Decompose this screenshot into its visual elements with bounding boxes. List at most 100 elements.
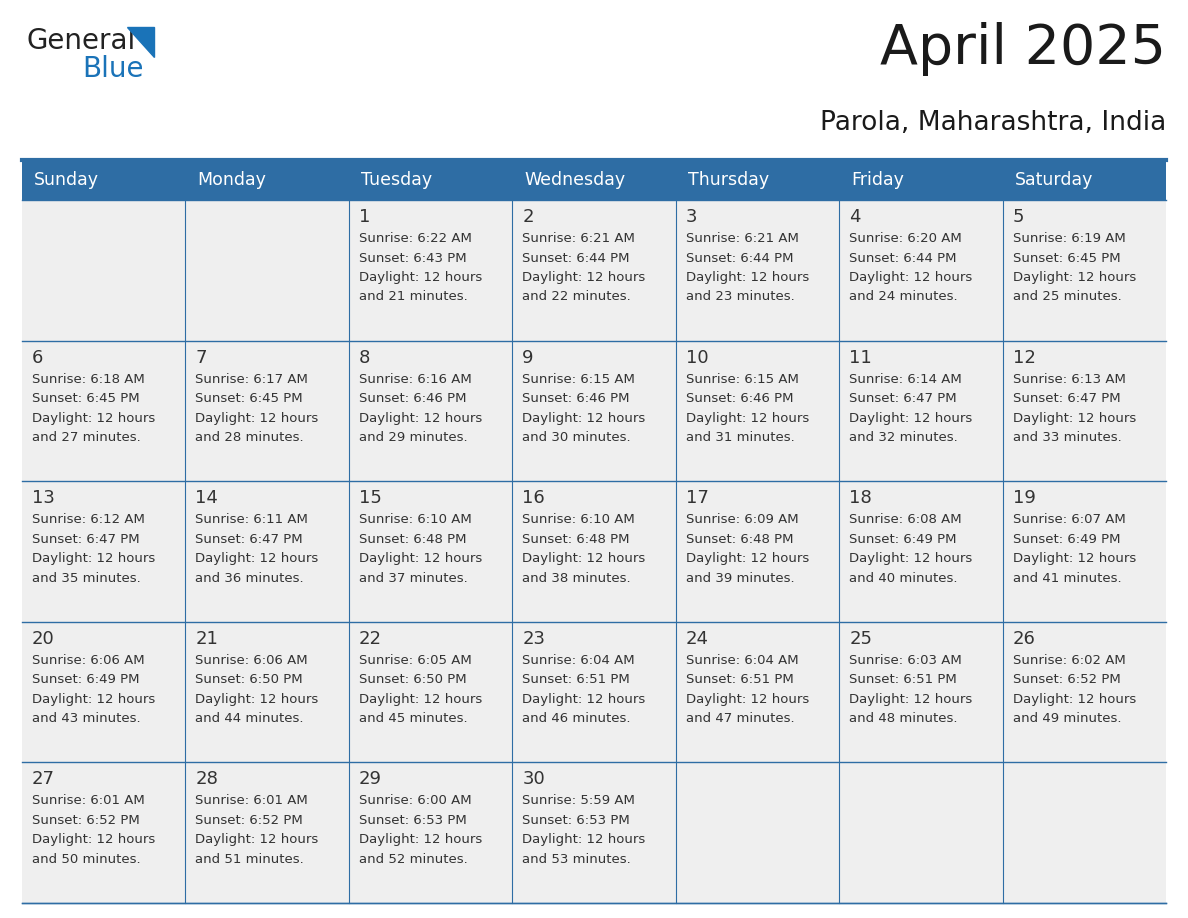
Bar bbox=[23, 341, 185, 481]
Text: Daylight: 12 hours: Daylight: 12 hours bbox=[32, 411, 156, 425]
Text: and 49 minutes.: and 49 minutes. bbox=[1012, 712, 1121, 725]
Text: Sunrise: 6:20 AM: Sunrise: 6:20 AM bbox=[849, 232, 962, 245]
Text: Parola, Maharashtra, India: Parola, Maharashtra, India bbox=[820, 110, 1165, 136]
Text: 5: 5 bbox=[1012, 208, 1024, 226]
Text: Sunset: 6:52 PM: Sunset: 6:52 PM bbox=[196, 814, 303, 827]
Text: Daylight: 12 hours: Daylight: 12 hours bbox=[196, 553, 318, 565]
Text: and 51 minutes.: and 51 minutes. bbox=[196, 853, 304, 866]
Bar bbox=[185, 200, 349, 341]
Text: and 23 minutes.: and 23 minutes. bbox=[685, 290, 795, 304]
Text: 10: 10 bbox=[685, 349, 708, 366]
Text: 17: 17 bbox=[685, 489, 708, 508]
Text: Sunrise: 6:03 AM: Sunrise: 6:03 AM bbox=[849, 654, 962, 666]
Text: Sunrise: 6:09 AM: Sunrise: 6:09 AM bbox=[685, 513, 798, 526]
Bar bbox=[349, 481, 512, 621]
Text: Blue: Blue bbox=[82, 55, 144, 83]
Text: 12: 12 bbox=[1012, 349, 1036, 366]
Bar bbox=[839, 621, 1003, 763]
Text: Daylight: 12 hours: Daylight: 12 hours bbox=[196, 834, 318, 846]
Text: Daylight: 12 hours: Daylight: 12 hours bbox=[523, 834, 645, 846]
Text: Daylight: 12 hours: Daylight: 12 hours bbox=[32, 693, 156, 706]
Text: Sunrise: 6:18 AM: Sunrise: 6:18 AM bbox=[32, 373, 145, 386]
Text: and 25 minutes.: and 25 minutes. bbox=[1012, 290, 1121, 304]
Bar bbox=[676, 481, 839, 621]
Text: Daylight: 12 hours: Daylight: 12 hours bbox=[359, 271, 482, 284]
Text: 29: 29 bbox=[359, 770, 381, 789]
Text: Sunset: 6:45 PM: Sunset: 6:45 PM bbox=[32, 392, 140, 405]
Text: and 37 minutes.: and 37 minutes. bbox=[359, 572, 468, 585]
Text: 15: 15 bbox=[359, 489, 381, 508]
Text: Sunrise: 6:08 AM: Sunrise: 6:08 AM bbox=[849, 513, 962, 526]
Bar bbox=[839, 763, 1003, 903]
Text: Daylight: 12 hours: Daylight: 12 hours bbox=[523, 271, 645, 284]
Text: Daylight: 12 hours: Daylight: 12 hours bbox=[196, 411, 318, 425]
Text: and 50 minutes.: and 50 minutes. bbox=[32, 853, 140, 866]
Text: Sunset: 6:44 PM: Sunset: 6:44 PM bbox=[523, 252, 630, 264]
Bar bbox=[676, 763, 839, 903]
Text: Daylight: 12 hours: Daylight: 12 hours bbox=[32, 553, 156, 565]
Text: Daylight: 12 hours: Daylight: 12 hours bbox=[685, 553, 809, 565]
Text: and 43 minutes.: and 43 minutes. bbox=[32, 712, 140, 725]
Text: Sunrise: 6:00 AM: Sunrise: 6:00 AM bbox=[359, 794, 472, 808]
Bar bbox=[349, 763, 512, 903]
Text: 18: 18 bbox=[849, 489, 872, 508]
Bar bbox=[185, 341, 349, 481]
Bar bbox=[676, 621, 839, 763]
Text: 6: 6 bbox=[32, 349, 44, 366]
Text: 1: 1 bbox=[359, 208, 371, 226]
Text: and 52 minutes.: and 52 minutes. bbox=[359, 853, 468, 866]
Text: and 27 minutes.: and 27 minutes. bbox=[32, 431, 140, 444]
Text: Sunset: 6:52 PM: Sunset: 6:52 PM bbox=[32, 814, 140, 827]
Text: and 33 minutes.: and 33 minutes. bbox=[1012, 431, 1121, 444]
Text: and 32 minutes.: and 32 minutes. bbox=[849, 431, 958, 444]
Text: Sunrise: 6:06 AM: Sunrise: 6:06 AM bbox=[32, 654, 145, 666]
Text: Daylight: 12 hours: Daylight: 12 hours bbox=[849, 411, 973, 425]
Text: 28: 28 bbox=[196, 770, 219, 789]
Text: Sunset: 6:47 PM: Sunset: 6:47 PM bbox=[196, 532, 303, 545]
Text: Sunrise: 6:10 AM: Sunrise: 6:10 AM bbox=[523, 513, 636, 526]
Text: Sunset: 6:48 PM: Sunset: 6:48 PM bbox=[523, 532, 630, 545]
Text: Saturday: Saturday bbox=[1015, 171, 1093, 189]
Text: 19: 19 bbox=[1012, 489, 1036, 508]
Text: and 36 minutes.: and 36 minutes. bbox=[196, 572, 304, 585]
Text: Sunrise: 6:21 AM: Sunrise: 6:21 AM bbox=[523, 232, 636, 245]
Text: April 2025: April 2025 bbox=[880, 22, 1165, 76]
Text: Daylight: 12 hours: Daylight: 12 hours bbox=[849, 553, 973, 565]
Text: Sunrise: 6:07 AM: Sunrise: 6:07 AM bbox=[1012, 513, 1125, 526]
Text: and 46 minutes.: and 46 minutes. bbox=[523, 712, 631, 725]
Bar bbox=[839, 200, 1003, 341]
Text: and 48 minutes.: and 48 minutes. bbox=[849, 712, 958, 725]
Text: Sunset: 6:53 PM: Sunset: 6:53 PM bbox=[359, 814, 467, 827]
Text: 21: 21 bbox=[196, 630, 219, 648]
Text: 4: 4 bbox=[849, 208, 860, 226]
Text: Sunset: 6:48 PM: Sunset: 6:48 PM bbox=[359, 532, 467, 545]
Text: Sunset: 6:49 PM: Sunset: 6:49 PM bbox=[1012, 532, 1120, 545]
Text: Sunset: 6:47 PM: Sunset: 6:47 PM bbox=[849, 392, 956, 405]
Text: and 40 minutes.: and 40 minutes. bbox=[849, 572, 958, 585]
Text: Sunset: 6:49 PM: Sunset: 6:49 PM bbox=[849, 532, 956, 545]
Text: Sunrise: 6:11 AM: Sunrise: 6:11 AM bbox=[196, 513, 309, 526]
Text: Daylight: 12 hours: Daylight: 12 hours bbox=[523, 693, 645, 706]
Text: Daylight: 12 hours: Daylight: 12 hours bbox=[1012, 411, 1136, 425]
Text: 24: 24 bbox=[685, 630, 709, 648]
Text: 25: 25 bbox=[849, 630, 872, 648]
Text: and 30 minutes.: and 30 minutes. bbox=[523, 431, 631, 444]
Text: and 44 minutes.: and 44 minutes. bbox=[196, 712, 304, 725]
Text: Sunrise: 6:21 AM: Sunrise: 6:21 AM bbox=[685, 232, 798, 245]
Text: and 21 minutes.: and 21 minutes. bbox=[359, 290, 468, 304]
Text: 3: 3 bbox=[685, 208, 697, 226]
Text: and 47 minutes.: and 47 minutes. bbox=[685, 712, 795, 725]
Text: Sunrise: 6:01 AM: Sunrise: 6:01 AM bbox=[196, 794, 308, 808]
Text: Sunset: 6:44 PM: Sunset: 6:44 PM bbox=[685, 252, 794, 264]
Text: Sunrise: 5:59 AM: Sunrise: 5:59 AM bbox=[523, 794, 636, 808]
Text: 22: 22 bbox=[359, 630, 381, 648]
Text: Sunset: 6:47 PM: Sunset: 6:47 PM bbox=[32, 532, 140, 545]
Text: Sunset: 6:46 PM: Sunset: 6:46 PM bbox=[523, 392, 630, 405]
Text: Sunset: 6:43 PM: Sunset: 6:43 PM bbox=[359, 252, 467, 264]
Text: and 41 minutes.: and 41 minutes. bbox=[1012, 572, 1121, 585]
Text: Tuesday: Tuesday bbox=[361, 171, 432, 189]
Text: Monday: Monday bbox=[197, 171, 266, 189]
Text: 11: 11 bbox=[849, 349, 872, 366]
Bar bbox=[839, 341, 1003, 481]
Text: Sunset: 6:45 PM: Sunset: 6:45 PM bbox=[1012, 252, 1120, 264]
